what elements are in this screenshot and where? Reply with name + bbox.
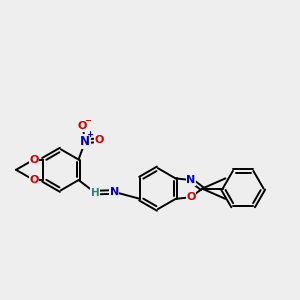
Text: O: O (186, 192, 196, 202)
Text: +: + (86, 130, 93, 139)
Text: N: N (80, 135, 90, 148)
Text: −: − (84, 116, 91, 125)
Text: O: O (29, 175, 38, 185)
Text: N: N (186, 175, 196, 185)
Text: O: O (29, 154, 38, 165)
Text: N: N (110, 187, 119, 197)
Text: O: O (94, 135, 104, 145)
Text: H: H (91, 188, 100, 198)
Text: O: O (78, 121, 87, 131)
